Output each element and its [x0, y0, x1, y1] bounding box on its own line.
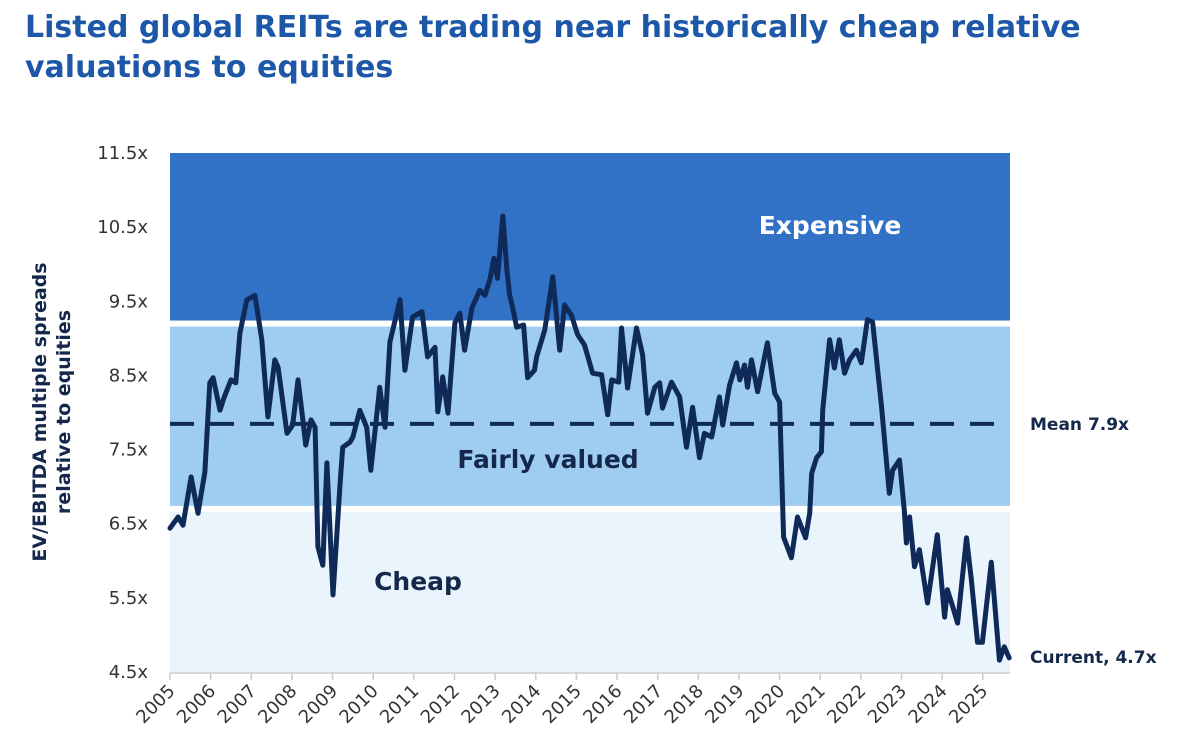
x-tick-label: 2016 [579, 681, 626, 728]
band-label: Expensive [759, 211, 902, 240]
band-cheap [170, 511, 1010, 672]
x-tick-label: 2009 [295, 681, 342, 728]
band-label: Fairly valued [457, 445, 638, 474]
x-tick-label: 2022 [823, 681, 870, 728]
current-label: Current, 4.7x [1030, 648, 1157, 668]
x-tick-label: 2013 [457, 681, 504, 728]
x-tick-label: 2015 [539, 681, 586, 728]
chart-title: Listed global REITs are trading near his… [25, 10, 1081, 85]
y-axis-label: EV/EBITDA multiple spreads relative to e… [29, 262, 75, 561]
band-label: Cheap [374, 567, 462, 596]
x-tick-label: 2023 [864, 681, 911, 728]
x-tick-label: 2014 [498, 681, 545, 728]
y-tick-label: 10.5x [97, 217, 148, 238]
x-tick-label: 2005 [132, 681, 179, 728]
x-tick-label: 2006 [173, 681, 220, 728]
x-tick-label: 2025 [945, 681, 992, 728]
x-tick-label: 2024 [904, 681, 951, 728]
series-line [167, 213, 1012, 663]
x-tick-label: 2012 [417, 681, 464, 728]
x-tick-label: 2007 [214, 681, 261, 728]
x-tick-label: 2010 [335, 681, 382, 728]
x-tick-label: 2018 [661, 681, 708, 728]
y-axis-label-line-1: EV/EBITDA multiple spreads [29, 262, 51, 561]
x-tick-label: 2019 [701, 681, 748, 728]
y-tick-label: 9.5x [109, 291, 149, 312]
x-tick-label: 2017 [620, 681, 667, 728]
x-tick-label: 2020 [742, 681, 789, 728]
y-tick-label: 8.5x [109, 365, 149, 386]
y-tick-label: 6.5x [109, 514, 149, 535]
y-axis-ticks: 4.5x 5.5x 6.5x 7.5x 8.5x 9.5x 10.5x 11.5x [97, 143, 148, 683]
y-axis-label-line-2: relative to equities [53, 310, 75, 514]
y-tick-label: 5.5x [109, 588, 149, 609]
y-tick-label: 4.5x [109, 662, 149, 683]
x-tick-label: 2021 [783, 681, 830, 728]
x-axis-ticks: 2005200620072008200920102011201220132014… [132, 673, 992, 728]
x-tick-label: 2008 [254, 681, 301, 728]
y-tick-label: 11.5x [97, 143, 148, 164]
y-tick-label: 7.5x [109, 440, 149, 461]
x-tick-label: 2011 [376, 681, 423, 728]
band-labels: Expensive Fairly valued Cheap [374, 211, 901, 596]
band-expensive [170, 153, 1010, 321]
mean-label: Mean 7.9x [1030, 415, 1129, 435]
